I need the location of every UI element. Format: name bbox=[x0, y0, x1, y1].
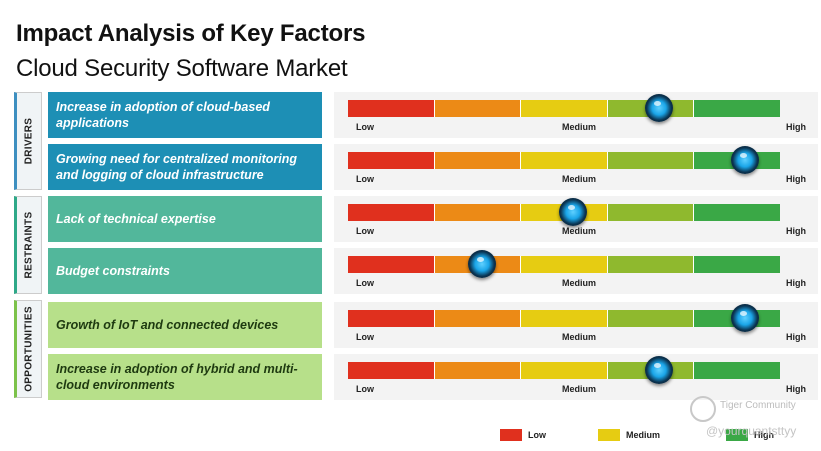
scale-label-high: High bbox=[786, 384, 806, 394]
scale-segment bbox=[521, 362, 608, 379]
impact-meter: Low Medium High bbox=[334, 196, 818, 242]
tiger-logo-icon bbox=[690, 396, 716, 422]
category-restraints: RESTRAINTS bbox=[14, 196, 42, 294]
legend-swatch-high bbox=[726, 429, 748, 441]
impact-marker-icon bbox=[731, 146, 760, 174]
category-opportunities: OPPORTUNITIES bbox=[14, 300, 42, 398]
impact-scale-bar bbox=[348, 204, 780, 221]
page-title: Impact Analysis of Key Factors bbox=[16, 20, 366, 47]
impact-marker-icon bbox=[645, 356, 674, 384]
scale-segment bbox=[521, 152, 608, 169]
impact-marker-icon bbox=[558, 198, 587, 226]
scale-segment bbox=[694, 256, 780, 273]
factor-label: Increase in adoption of hybrid and multi… bbox=[48, 354, 322, 400]
category-label-restraints: RESTRAINTS bbox=[23, 211, 35, 279]
factor-label: Growing need for centralized monitoring … bbox=[48, 144, 322, 190]
legend-swatch-medium bbox=[598, 429, 620, 441]
category-label-drivers: DRIVERS bbox=[23, 117, 35, 165]
scale-segment bbox=[434, 204, 522, 221]
scale-segment bbox=[434, 100, 522, 117]
scale-segment bbox=[607, 152, 695, 169]
scale-label-low: Low bbox=[356, 384, 374, 394]
scale-segment bbox=[521, 100, 608, 117]
impact-scale-bar bbox=[348, 256, 780, 273]
scale-segment bbox=[694, 100, 780, 117]
scale-label-high: High bbox=[786, 226, 806, 236]
scale-label-high: High bbox=[786, 122, 806, 132]
factor-label: Growth of IoT and connected devices bbox=[48, 302, 322, 348]
scale-label-medium: Medium bbox=[562, 226, 597, 236]
category-drivers: DRIVERS bbox=[14, 92, 42, 190]
scale-label-high: High bbox=[786, 278, 806, 288]
scale-segment bbox=[348, 256, 435, 273]
legend-label-high: High bbox=[754, 430, 774, 440]
scale-label-low: Low bbox=[356, 226, 374, 236]
factor-label: Increase in adoption of cloud-based appl… bbox=[48, 92, 322, 138]
impact-scale-bar bbox=[348, 362, 780, 379]
scale-label-high: High bbox=[786, 332, 806, 342]
impact-marker-icon bbox=[731, 304, 760, 332]
category-label-opportunities: OPPORTUNITIES bbox=[23, 306, 35, 392]
scale-segment bbox=[434, 310, 522, 327]
scale-label-low: Low bbox=[356, 332, 374, 342]
scale-segment bbox=[521, 256, 608, 273]
scale-segment bbox=[607, 256, 695, 273]
scale-segment bbox=[348, 152, 435, 169]
legend-swatch-low bbox=[500, 429, 522, 441]
scale-label-medium: Medium bbox=[562, 174, 597, 184]
scale-segment bbox=[607, 204, 695, 221]
factor-label: Budget constraints bbox=[48, 248, 322, 294]
watermark-line2: @yourquantsttyy bbox=[706, 424, 797, 438]
legend-label-medium: Medium bbox=[626, 430, 661, 440]
impact-marker-icon bbox=[467, 250, 496, 278]
legend-item-medium: Medium bbox=[598, 428, 660, 442]
scale-segment bbox=[694, 204, 780, 221]
scale-segment bbox=[434, 362, 522, 379]
impact-meter: Low Medium High bbox=[334, 248, 818, 294]
scale-label-low: Low bbox=[356, 278, 374, 288]
scale-segment bbox=[348, 310, 435, 327]
impact-meter: Low Medium High bbox=[334, 92, 818, 138]
impact-scale-bar bbox=[348, 152, 780, 169]
scale-label-medium: Medium bbox=[562, 332, 597, 342]
impact-meter: Low Medium High bbox=[334, 302, 818, 348]
scale-segment bbox=[521, 310, 608, 327]
scale-segment bbox=[348, 204, 435, 221]
impact-scale-bar bbox=[348, 100, 780, 117]
watermark-line1: Tiger Community bbox=[720, 400, 796, 411]
factor-label: Lack of technical expertise bbox=[48, 196, 322, 242]
scale-segment bbox=[694, 362, 780, 379]
scale-label-high: High bbox=[786, 174, 806, 184]
watermark: Tiger Community @yourquantsttyy bbox=[690, 394, 815, 442]
legend-item-low: Low bbox=[500, 428, 546, 442]
impact-marker-icon bbox=[645, 94, 674, 122]
legend-label-low: Low bbox=[528, 430, 546, 440]
scale-label-medium: Medium bbox=[562, 122, 597, 132]
impact-meter: Low Medium High bbox=[334, 144, 818, 190]
impact-scale-bar bbox=[348, 310, 780, 327]
legend-item-high: High bbox=[726, 428, 774, 442]
scale-label-medium: Medium bbox=[562, 384, 597, 394]
scale-segment bbox=[434, 152, 522, 169]
scale-label-low: Low bbox=[356, 122, 374, 132]
scale-segment bbox=[348, 362, 435, 379]
scale-label-medium: Medium bbox=[562, 278, 597, 288]
scale-segment bbox=[348, 100, 435, 117]
scale-label-low: Low bbox=[356, 174, 374, 184]
impact-meter: Low Medium High bbox=[334, 354, 818, 400]
page-subtitle: Cloud Security Software Market bbox=[16, 55, 348, 82]
scale-segment bbox=[607, 310, 695, 327]
